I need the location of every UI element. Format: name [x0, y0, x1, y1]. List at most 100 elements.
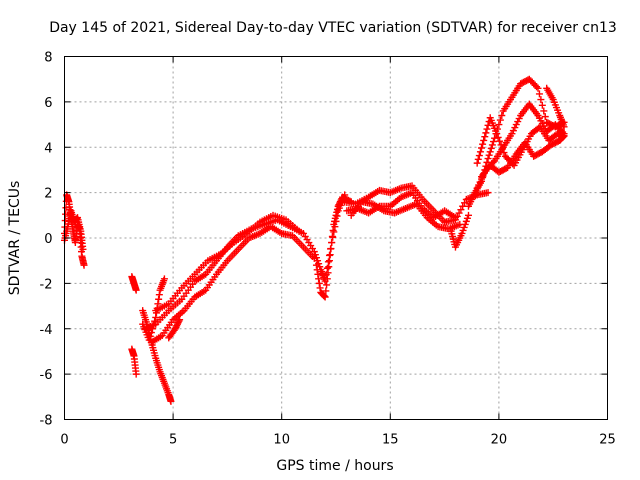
data-point	[322, 287, 330, 295]
data-point	[61, 217, 69, 225]
data-point	[315, 279, 323, 287]
data-point	[534, 84, 542, 92]
data-point	[494, 133, 502, 141]
series-sat8	[147, 223, 318, 346]
data-point	[132, 370, 140, 378]
series-sat20	[543, 84, 568, 131]
data-point	[330, 228, 338, 236]
data-point	[323, 281, 331, 289]
data-point	[464, 211, 472, 219]
data-point	[560, 123, 568, 131]
data-point	[327, 245, 335, 253]
y-tick-label: -4	[40, 323, 53, 338]
x-tick-label: 5	[169, 433, 177, 448]
data-point	[295, 227, 303, 235]
data-point	[132, 286, 140, 294]
data-point	[484, 189, 492, 197]
data-point	[325, 257, 333, 265]
data-point	[160, 275, 168, 283]
y-tick-label: 8	[44, 51, 52, 66]
data-point	[533, 83, 541, 91]
data-point	[310, 254, 318, 262]
data-point	[320, 292, 328, 300]
data-point	[167, 397, 175, 405]
y-tick-label: -6	[40, 368, 53, 383]
y-axis-label: SDTVAR / TECUs	[7, 181, 23, 296]
data-point	[495, 121, 503, 129]
data-point	[499, 145, 507, 153]
data-point	[147, 329, 155, 337]
data-point	[559, 133, 567, 141]
data-point	[323, 275, 331, 283]
chart-title: Day 145 of 2021, Sidereal Day-to-day VTE…	[49, 20, 617, 36]
data-point	[320, 291, 328, 299]
y-tick-label: 0	[44, 232, 52, 247]
series-sat10	[165, 316, 184, 342]
data-point	[485, 151, 493, 159]
data-point	[488, 141, 496, 149]
x-tick-label: 15	[382, 433, 399, 448]
data-point	[176, 316, 184, 324]
data-point	[325, 263, 333, 271]
data-point	[480, 136, 488, 144]
series-sat19	[478, 132, 568, 181]
grid-lines	[64, 56, 608, 420]
data-point	[560, 132, 568, 140]
data-point	[483, 125, 491, 133]
data-point	[478, 144, 486, 152]
data-point	[314, 270, 322, 278]
data-point	[324, 269, 332, 277]
data-point	[559, 133, 567, 141]
data-point	[497, 141, 505, 149]
data-point	[329, 226, 337, 234]
y-tick-label: 4	[44, 141, 52, 156]
data-point	[146, 332, 154, 340]
data-point	[535, 90, 543, 98]
data-point	[500, 149, 508, 157]
data-points	[61, 75, 568, 405]
data-point	[498, 111, 506, 119]
data-point	[313, 266, 321, 274]
data-point	[316, 284, 324, 292]
data-point	[538, 101, 546, 109]
series-sat4	[128, 345, 140, 378]
x-tick-label: 0	[60, 433, 68, 448]
axis-ticks: 0 5 10 15 20 25 -8 -6 -4 -2 0 2 4 6 8	[40, 51, 616, 448]
data-point	[79, 245, 87, 253]
series-sat3	[128, 273, 140, 294]
data-point	[496, 137, 504, 145]
data-point	[315, 275, 323, 283]
y-tick-label: -8	[40, 414, 53, 429]
data-point	[479, 140, 487, 148]
series-sat9	[152, 211, 303, 315]
data-point	[481, 133, 489, 141]
data-point	[328, 239, 336, 247]
data-point	[62, 210, 70, 218]
data-point	[476, 148, 484, 156]
data-point	[496, 116, 504, 124]
y-tick-label: 6	[44, 96, 52, 111]
data-point	[80, 261, 88, 269]
data-point	[312, 261, 320, 269]
data-point	[484, 155, 492, 163]
data-point	[62, 204, 70, 212]
x-axis-label: GPS time / hours	[276, 458, 393, 474]
data-point	[155, 295, 163, 303]
data-point	[152, 313, 160, 321]
data-point	[540, 107, 548, 115]
data-point	[473, 159, 481, 167]
data-point	[451, 214, 459, 222]
y-tick-label: -2	[40, 277, 53, 292]
series-sat7	[141, 191, 349, 333]
x-tick-label: 20	[491, 433, 508, 448]
series-sat14	[347, 198, 464, 233]
data-point	[155, 291, 163, 299]
series-sat11	[312, 193, 355, 301]
data-point	[487, 144, 495, 152]
data-point	[493, 130, 501, 138]
data-point	[474, 155, 482, 163]
data-point	[541, 113, 549, 121]
data-point	[486, 148, 494, 156]
data-point	[489, 138, 497, 146]
